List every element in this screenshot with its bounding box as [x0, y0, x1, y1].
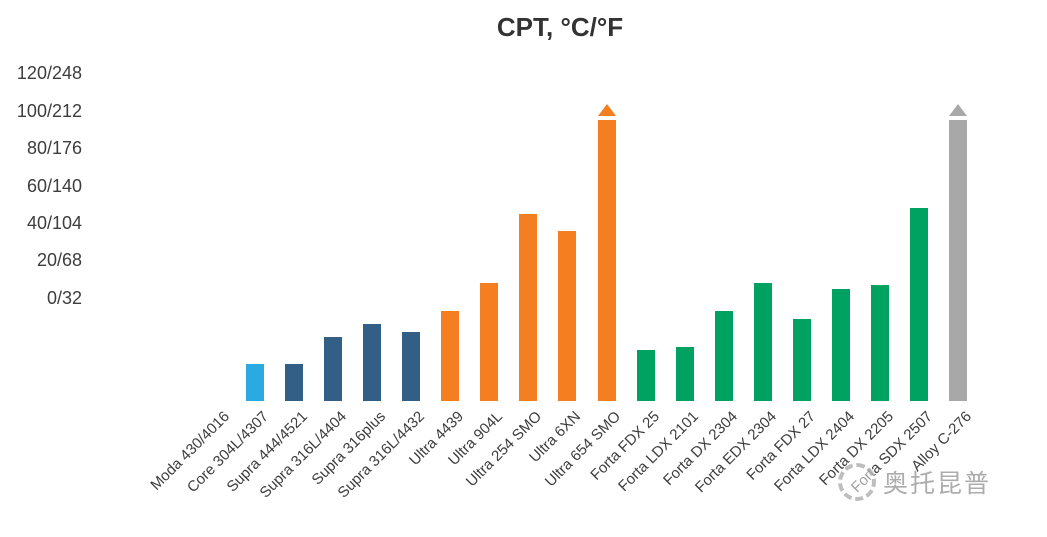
y-axis-tick-label: 20/68 — [36, 250, 82, 271]
bar — [675, 346, 694, 401]
y-axis-tick-label: 120/248 — [16, 63, 82, 84]
outokumpu-logo-icon — [838, 463, 876, 501]
bar — [714, 311, 733, 401]
plot-area — [196, 60, 978, 401]
y-axis-tick-label: 100/212 — [16, 100, 82, 121]
y-axis-tick-label: 60/140 — [26, 175, 82, 196]
bar — [597, 119, 616, 401]
bar — [245, 363, 264, 401]
y-axis-tick-label: 0/32 — [46, 287, 82, 308]
bar — [362, 324, 381, 401]
overflow-arrow-icon — [949, 103, 968, 116]
bar — [323, 337, 342, 401]
watermark-text: 奥托昆普 — [883, 470, 992, 498]
bar — [519, 213, 538, 401]
bar — [949, 119, 968, 401]
bar — [753, 282, 772, 401]
bar — [558, 230, 577, 401]
bar — [480, 282, 499, 401]
y-axis-tick-label: 40/104 — [26, 213, 82, 233]
bar — [793, 318, 812, 401]
bar — [636, 350, 655, 401]
bar — [402, 331, 421, 401]
bar — [441, 311, 460, 401]
overflow-arrow-icon — [597, 103, 616, 116]
chart-title: CPT, °C/°F — [496, 12, 624, 42]
y-axis-tick-label: 80/176 — [26, 138, 82, 159]
bar — [871, 284, 890, 401]
bar — [284, 363, 303, 401]
watermark: 奥托昆普 — [838, 463, 991, 501]
bar — [910, 208, 929, 401]
bar — [832, 288, 851, 401]
